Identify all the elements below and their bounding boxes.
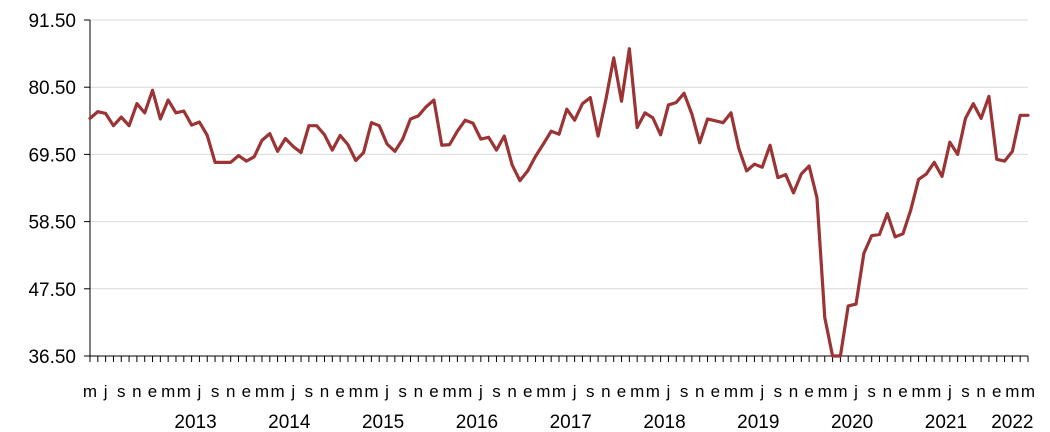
x-month-label: m: [177, 382, 191, 401]
x-month-label: j: [759, 382, 764, 401]
x-month-label: s: [680, 382, 689, 401]
gridlines: [90, 19, 1028, 357]
x-month-label: n: [601, 382, 610, 401]
y-axis-tick-labels: 36.50 47.50 58.50 69.50 80.50 91.50: [28, 11, 76, 368]
x-month-label: e: [898, 382, 907, 401]
x-month-label: n: [883, 382, 892, 401]
x-year-label: 2015: [362, 412, 404, 432]
x-month-label: e: [804, 382, 813, 401]
x-month-label: s: [211, 382, 220, 401]
x-month-label: j: [290, 382, 295, 401]
x-month-label: m: [536, 382, 550, 401]
x-month-label: m: [458, 382, 472, 401]
x-month-label: n: [976, 382, 985, 401]
x-month-label: m: [364, 382, 378, 401]
x-month-label: e: [523, 382, 532, 401]
x-month-label: s: [117, 382, 126, 401]
x-month-label: n: [320, 382, 329, 401]
x-month-label: s: [867, 382, 876, 401]
x-month-label: n: [789, 382, 798, 401]
x-month-label: n: [132, 382, 141, 401]
x-axis-year-labels: 2013 2014 2015 2016 2017 2018 2019 2020 2021 2022: [174, 412, 1033, 432]
x-month-label: m: [927, 382, 941, 401]
y-tick-label: 58.50: [28, 213, 76, 234]
x-month-label: n: [507, 382, 516, 401]
y-tick-label: 80.50: [28, 78, 76, 99]
x-month-label: m: [1005, 382, 1019, 401]
x-month-label: n: [226, 382, 235, 401]
x-year-label: 2013: [174, 412, 216, 432]
x-month-label: j: [197, 382, 202, 401]
x-month-label: e: [429, 382, 438, 401]
x-month-label: m: [161, 382, 175, 401]
y-tick-label: 47.50: [28, 280, 76, 301]
x-month-label: m: [271, 382, 285, 401]
x-year-label: 2019: [737, 412, 779, 432]
series-group: [88, 47, 1030, 358]
x-month-label: s: [492, 382, 501, 401]
x-month-label: e: [242, 382, 251, 401]
x-month-label: m: [646, 382, 660, 401]
x-month-label: m: [83, 382, 97, 401]
x-month-label: s: [305, 382, 314, 401]
x-month-label: j: [666, 382, 671, 401]
y-tick-label: 36.50: [28, 347, 76, 368]
x-month-label: m: [1021, 382, 1035, 401]
x-month-label: j: [384, 382, 389, 401]
x-month-label: n: [695, 382, 704, 401]
series-line: [88, 47, 1030, 358]
x-month-label: j: [478, 382, 483, 401]
x-year-label: 2017: [550, 412, 592, 432]
x-month-label: j: [572, 382, 577, 401]
y-tick-label: 91.50: [28, 11, 76, 32]
x-year-label: 2021: [925, 412, 967, 432]
x-month-label: m: [552, 382, 566, 401]
x-month-label: s: [398, 382, 407, 401]
x-month-label: j: [853, 382, 858, 401]
x-year-label: 2018: [643, 412, 685, 432]
x-year-label: 2016: [456, 412, 498, 432]
x-month-label: m: [740, 382, 754, 401]
x-month-label: m: [442, 382, 456, 401]
x-month-label: m: [724, 382, 738, 401]
axes: [84, 19, 1029, 362]
x-month-label: m: [818, 382, 832, 401]
x-month-label: e: [335, 382, 344, 401]
x-month-label: e: [711, 382, 720, 401]
x-year-label: 2014: [268, 412, 311, 432]
x-month-label: m: [630, 382, 644, 401]
x-month-label: n: [414, 382, 423, 401]
x-month-label: m: [255, 382, 269, 401]
x-year-label: 2020: [831, 412, 873, 432]
x-month-label: m: [911, 382, 925, 401]
x-month-label: s: [586, 382, 595, 401]
y-tick-label: 69.50: [28, 145, 76, 166]
x-month-label: s: [961, 382, 970, 401]
x-month-label: j: [103, 382, 108, 401]
x-month-label: e: [992, 382, 1001, 401]
x-month-label: j: [947, 382, 952, 401]
x-month-label: m: [833, 382, 847, 401]
x-year-label: 2022: [991, 412, 1033, 432]
x-month-label: e: [148, 382, 157, 401]
x-month-label: m: [349, 382, 363, 401]
x-month-label: s: [774, 382, 783, 401]
x-month-label: e: [617, 382, 626, 401]
